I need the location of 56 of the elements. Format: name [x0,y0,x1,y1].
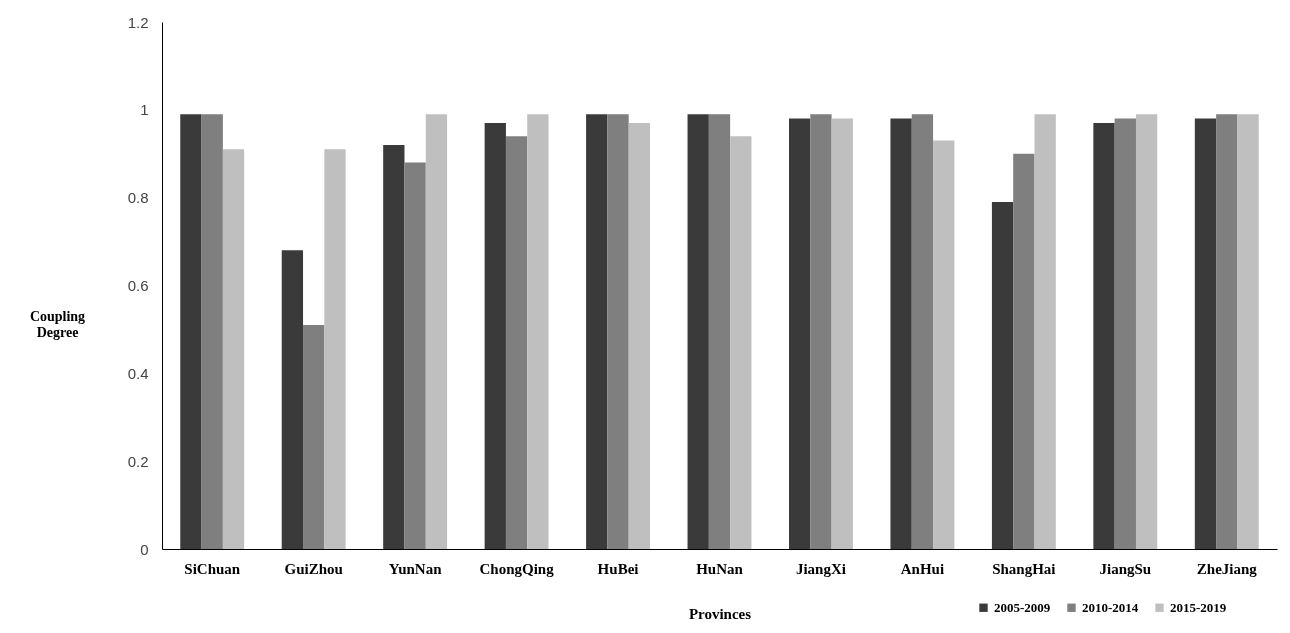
bar [831,118,853,549]
x-tick-label: SiChuan [184,560,241,577]
bar [1216,114,1238,549]
bar [484,123,506,549]
y-tick-label: 1 [140,101,149,119]
x-tick-label: AnHui [900,560,945,577]
legend-label: 2015-2019 [1170,599,1227,615]
bar [1013,153,1035,549]
bar [1237,114,1259,549]
bar [1114,118,1136,549]
bar [1194,118,1217,549]
bar [789,118,811,549]
bar [1093,123,1115,549]
x-tick-label: JiangSu [1099,560,1152,577]
bar [810,114,832,549]
bar [324,149,346,549]
y-tick-label: 0.4 [127,364,149,382]
bar [687,114,709,549]
bar [730,136,752,549]
legend-label: 2005-2009 [994,599,1051,615]
bar [628,123,650,549]
bar [505,136,528,549]
bar [607,114,629,549]
bar [1034,114,1056,549]
x-tick-label: HuBei [597,560,639,577]
x-axis-title: Provinces [688,605,752,622]
x-tick-label: JiangXi [795,560,846,577]
bar [222,149,245,549]
x-tick-label: ChongQing [479,560,555,577]
bar [933,140,955,549]
bar [303,325,325,549]
y-tick-label: 0 [140,540,149,558]
x-tick-label: ShangHai [992,560,1056,577]
bar [1135,114,1158,549]
x-tick-label: GuiZhou [284,560,343,577]
bar [404,162,426,549]
y-tick-label: 0.2 [127,452,149,470]
bar [708,114,731,549]
bar [281,250,304,549]
legend-label: 2010-2014 [1082,599,1139,615]
x-tick-label: YunNan [388,560,443,577]
bar [586,114,608,549]
bar [911,114,934,549]
y-tick-label: 0.8 [127,189,149,207]
y-tick-label: 1.2 [127,13,149,31]
bar [383,144,405,549]
bar [425,114,448,549]
bar [890,118,912,549]
x-tick-label: ZheJiang [1196,560,1258,577]
bar [527,114,549,549]
bar [180,114,202,549]
bar [991,202,1014,549]
x-tick-label: HuNan [696,560,744,577]
y-axis-title: Coupling Degree [29,308,86,340]
bar [201,114,223,549]
y-tick-label: 0.6 [127,277,149,294]
